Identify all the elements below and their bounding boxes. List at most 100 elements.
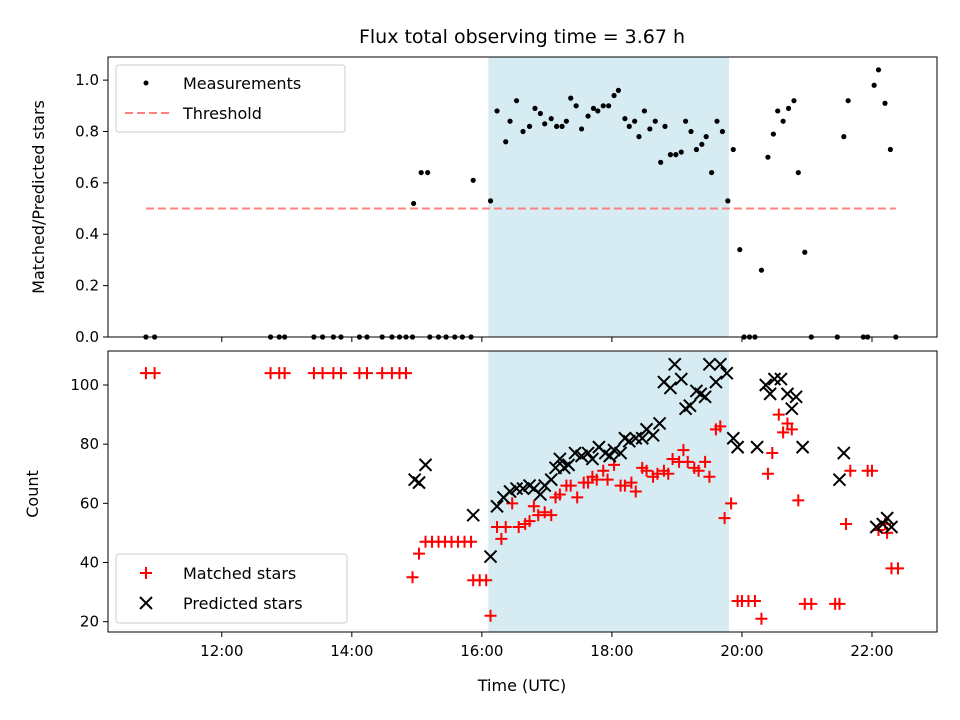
predicted-star-point bbox=[674, 372, 688, 386]
x-tick-label: 14:00 bbox=[330, 642, 373, 660]
predicted-star-point bbox=[483, 549, 498, 564]
measurement-point bbox=[585, 113, 591, 119]
matched-star-point bbox=[666, 452, 679, 465]
measurement-point bbox=[770, 131, 776, 137]
predicted-star-point bbox=[789, 390, 803, 404]
matched-star-point bbox=[590, 473, 603, 486]
measurement-point bbox=[802, 249, 808, 255]
measurement-point bbox=[708, 169, 715, 176]
top-y-axis-label: Matched/Predicted stars bbox=[29, 100, 48, 294]
top-observing-window bbox=[488, 57, 729, 337]
x-tick-label: 12:00 bbox=[200, 642, 243, 660]
measurement-point bbox=[841, 134, 847, 140]
measurement-point bbox=[513, 98, 520, 104]
matched-star-point bbox=[718, 512, 731, 525]
matched-star-point bbox=[785, 423, 798, 436]
matched-star-point bbox=[571, 491, 584, 504]
measurement-point bbox=[699, 141, 705, 147]
bottom-observing-window bbox=[488, 351, 729, 632]
matched-star-point bbox=[761, 467, 774, 480]
measurement-point bbox=[647, 126, 653, 132]
legend-dot-icon bbox=[143, 80, 149, 86]
matched-star-point bbox=[725, 497, 738, 510]
top-y-axis-ticks: 0.0 0.2 0.4 0.6 0.8 1.0 bbox=[75, 71, 108, 346]
matched-star-point bbox=[406, 571, 419, 584]
y-tick-label: 0.6 bbox=[75, 174, 99, 192]
y-tick-label: 0.2 bbox=[75, 277, 99, 295]
matched-star-point bbox=[545, 509, 558, 522]
measurement-point bbox=[503, 139, 509, 145]
measurement-point bbox=[682, 118, 689, 124]
matched-star-point bbox=[692, 464, 705, 477]
matched-star-point bbox=[480, 574, 493, 587]
top-x-axis-ticks bbox=[221, 337, 873, 342]
measurement-point bbox=[563, 118, 569, 124]
matched-star-point bbox=[523, 515, 536, 528]
measurement-point bbox=[845, 98, 851, 104]
predicted-star-point bbox=[516, 481, 530, 496]
measurement-point bbox=[590, 105, 597, 111]
predicted-star-point bbox=[750, 440, 764, 454]
measurement-point bbox=[658, 159, 664, 165]
matched-star-point bbox=[640, 464, 653, 477]
x-tick-label: 16:00 bbox=[460, 642, 503, 660]
predicted-star-point bbox=[635, 431, 649, 445]
matched-star-point bbox=[805, 597, 818, 610]
predicted-star-point bbox=[652, 416, 667, 431]
bottom-y-axis-ticks: 20 40 60 80 100 bbox=[70, 376, 108, 631]
predicted-star-point bbox=[412, 475, 426, 490]
predicted-star-point bbox=[759, 378, 773, 392]
measurement-point bbox=[487, 198, 494, 204]
matched-star-point bbox=[400, 367, 413, 380]
matched-star-point bbox=[777, 426, 790, 439]
matched-star-point bbox=[495, 532, 508, 545]
measurement-point bbox=[418, 169, 424, 176]
predicted-star-point bbox=[702, 357, 717, 372]
measurement-point bbox=[882, 100, 888, 106]
matched-star-point bbox=[714, 420, 727, 433]
y-tick-label: 0.8 bbox=[75, 122, 99, 140]
measurement-point bbox=[559, 123, 565, 129]
measurement-point bbox=[652, 118, 658, 124]
measurement-point bbox=[636, 134, 642, 140]
predicted-star-point bbox=[837, 446, 851, 460]
predicted-star-point bbox=[553, 452, 567, 466]
predicted-star-point bbox=[585, 452, 600, 466]
matched-star-point bbox=[766, 447, 779, 460]
top-panel: 0.0 0.2 0.4 0.6 0.8 1.0 Flux total observing … bbox=[29, 26, 938, 346]
measurement-point bbox=[725, 198, 731, 204]
measurement-point bbox=[410, 200, 417, 207]
predicted-star-point bbox=[574, 449, 589, 463]
matched-star-point bbox=[413, 547, 426, 560]
measurement-point bbox=[494, 108, 500, 114]
matched-star-point bbox=[681, 455, 694, 468]
measurement-point bbox=[425, 169, 431, 176]
measurement-point bbox=[887, 146, 894, 153]
measurement-point bbox=[520, 128, 526, 135]
measurement-point bbox=[785, 105, 792, 111]
measurement-point bbox=[662, 123, 668, 129]
predicted-star-point bbox=[663, 381, 678, 395]
predicted-star-point bbox=[730, 440, 745, 454]
y-tick-label: 80 bbox=[80, 435, 99, 453]
measurement-point bbox=[667, 152, 674, 158]
measurement-point bbox=[568, 95, 574, 101]
predicted-star-point bbox=[709, 375, 723, 389]
top-plot-frame bbox=[107, 56, 938, 338]
measurement-point bbox=[737, 247, 743, 253]
matched-star-point bbox=[833, 597, 846, 610]
measurement-point bbox=[573, 103, 579, 109]
measurement-point bbox=[611, 92, 617, 99]
top-legend: Measurements Threshold bbox=[115, 64, 346, 133]
legend-x-icon bbox=[139, 596, 153, 610]
measurement-point bbox=[600, 103, 606, 109]
predicted-star-point bbox=[774, 372, 788, 386]
predicted-star-point bbox=[884, 520, 899, 534]
matched-star-point bbox=[839, 518, 852, 531]
legend-label-measurements: Measurements bbox=[183, 74, 301, 93]
matched-star-point bbox=[755, 612, 768, 625]
predicted-star-point bbox=[869, 520, 884, 534]
top-legend-box bbox=[115, 64, 346, 133]
measurement-point bbox=[765, 154, 771, 160]
